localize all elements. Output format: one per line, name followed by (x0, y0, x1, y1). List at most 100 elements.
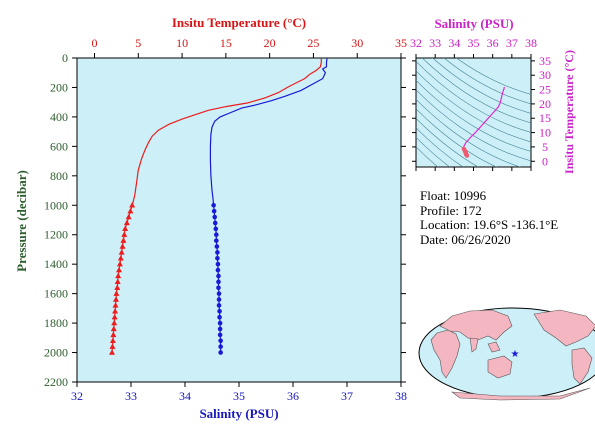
pressure-tick-label: 400 (50, 110, 68, 124)
ts-plot-series (461, 87, 505, 158)
temp-tick-label: 35 (395, 36, 407, 50)
salinity-marker (218, 344, 223, 349)
salinity-marker (212, 220, 218, 226)
date-text: Date: 06/26/2020 (420, 231, 511, 247)
map-land-eurasia (439, 309, 513, 341)
temp-tick-label: 25 (307, 36, 319, 50)
temperature-marker (121, 231, 128, 237)
temperature-marker (123, 219, 130, 226)
sal-axis-title: Salinity (PSU) (199, 406, 278, 421)
sal-tick-label: 35 (233, 389, 245, 403)
salinity-marker (216, 303, 222, 308)
main-plot-ticks: 0200400600800100012001400160018002000220… (44, 36, 407, 403)
salinity-marker (211, 208, 217, 214)
pressure-tick-label: 1800 (44, 316, 68, 330)
ts-temp-tick-label: 5 (542, 140, 548, 154)
temperature-marker (111, 319, 118, 326)
temperature-marker (113, 290, 120, 296)
float-id-text: Float: 10996 (420, 188, 487, 203)
salinity-marker (212, 214, 217, 220)
temperature-marker (127, 207, 134, 214)
temp-tick-label: 5 (135, 36, 141, 50)
location-text: Location: 19.6°S -136.1°E (420, 217, 559, 232)
salinity-marker (215, 255, 220, 261)
salinity-marker (214, 232, 219, 238)
salinity-marker (218, 350, 223, 355)
salinity-marker (214, 244, 220, 249)
salinity-marker (213, 226, 219, 232)
temperature-marker (112, 308, 119, 314)
temperature-marker (109, 343, 116, 349)
ts-temp-tick-label: 25 (539, 83, 551, 97)
pressure-tick-label: 600 (50, 139, 68, 153)
temp-axis-title: Insitu Temperature (°C) (172, 15, 306, 30)
ts-temp-axis-title: Insitu Temperature (°C) (562, 50, 576, 174)
temperature-marker (116, 260, 123, 267)
ts-temp-tick-label: 10 (539, 126, 551, 140)
salinity-marker (215, 261, 221, 267)
main-plot-area (76, 57, 402, 383)
temp-tick-label: 10 (176, 36, 188, 50)
temperature-marker (125, 213, 132, 220)
ts-temp-tick-label: 15 (539, 111, 551, 125)
map-land-africa (430, 329, 461, 379)
salinity-marker (217, 314, 222, 320)
sal-tick-label: 34 (179, 389, 191, 403)
sal-tick-label: 36 (287, 389, 299, 403)
density-contour (416, 98, 522, 167)
map-land-australia (487, 355, 513, 379)
temperature-marker (129, 202, 136, 208)
density-contour (432, 58, 531, 114)
temperature-marker (117, 255, 124, 261)
temperature-marker (120, 237, 127, 243)
map-land-antarctica (450, 387, 591, 401)
salinity-marker (216, 279, 221, 285)
salinity-marker (211, 202, 216, 208)
sal-tick-label: 32 (71, 389, 83, 403)
pressure-axis-title: Pressure (decibar) (14, 170, 29, 272)
ts-deep-marker (464, 153, 470, 158)
salinity-marker (218, 338, 223, 344)
density-contour (416, 136, 451, 167)
ts-temp-tick-label: 30 (539, 68, 551, 82)
map-land (430, 309, 595, 401)
temperature-marker (112, 296, 119, 302)
pressure-tick-label: 0 (62, 51, 68, 65)
salinity-marker (215, 250, 220, 255)
temperature-marker (116, 266, 123, 273)
ts-sal-tick-label: 36 (487, 36, 499, 50)
pressure-tick-label: 2000 (44, 346, 68, 360)
temperature-marker (109, 349, 116, 355)
ts-sal-tick-label: 38 (525, 36, 537, 50)
salinity-marker (214, 238, 219, 243)
density-contour (416, 117, 479, 167)
pressure-tick-label: 2200 (44, 375, 68, 389)
ts-plot-area (415, 57, 532, 168)
density-contour (416, 146, 439, 167)
pressure-tick-label: 1000 (44, 198, 68, 212)
salinity-marker (216, 297, 222, 302)
temp-tick-label: 30 (351, 36, 363, 50)
salinity-marker (216, 273, 221, 279)
float-info-block: Float: 10996 Profile: 172 Location: 19.6… (420, 188, 559, 247)
ts-sal-tick-label: 34 (448, 36, 460, 50)
pressure-tick-label: 1200 (44, 228, 68, 242)
salinity-marker (215, 267, 221, 273)
temperature-marker (115, 272, 122, 279)
density-contour (421, 58, 531, 124)
salinity-marker (217, 326, 223, 332)
pressure-tick-label: 800 (50, 169, 68, 183)
temperature-marker (114, 284, 121, 290)
temp-tick-label: 0 (92, 36, 98, 50)
temperature-marker (114, 278, 121, 285)
temperature-marker (111, 314, 118, 320)
sal-tick-label: 33 (125, 389, 137, 403)
temperature-marker (118, 249, 125, 255)
temperature-marker (112, 302, 119, 308)
temp-tick-label: 20 (264, 36, 276, 50)
density-contour (416, 89, 531, 162)
ts-sal-tick-label: 33 (429, 36, 441, 50)
ts-temp-tick-label: 20 (539, 97, 551, 111)
